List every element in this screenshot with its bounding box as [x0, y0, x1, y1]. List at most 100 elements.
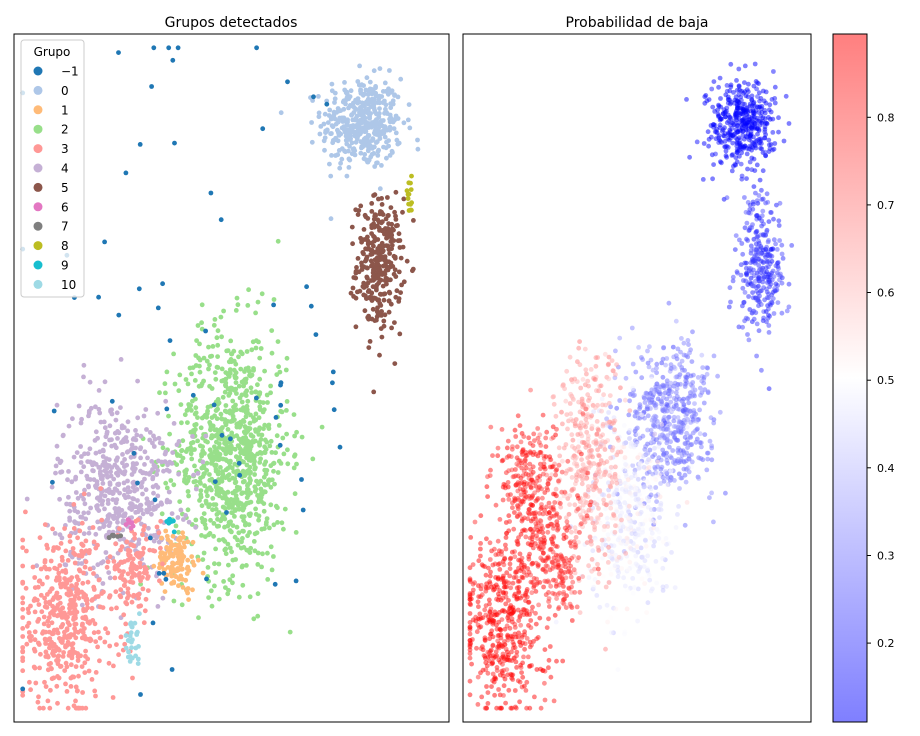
scatter-point-group-6 [42, 522, 48, 527]
scatter-point-prob-2 [686, 400, 692, 406]
scatter-point-group-4 [93, 429, 99, 435]
scatter-point-prob-0 [762, 110, 768, 116]
scatter-point-group-3 [257, 440, 262, 445]
scatter-point-group-3 [176, 388, 182, 394]
scatter-point-group-7 [142, 524, 147, 529]
scatter-point-prob-1 [760, 208, 766, 214]
scatter-point-group-3 [254, 478, 259, 484]
scatter-point-group-4 [151, 444, 157, 449]
scatter-point-group-3 [264, 516, 270, 521]
scatter-point-group-7 [131, 543, 137, 549]
scatter-point-prob-1 [771, 237, 777, 243]
scatter-point-prob-0 [757, 98, 762, 104]
scatter-point-group-6 [82, 626, 87, 631]
scatter-point-group-7 [143, 596, 149, 602]
scatter-point-group-11 [165, 518, 171, 524]
scatter-point-group-3 [224, 348, 230, 354]
scatter-point-group-2 [408, 201, 413, 207]
scatter-point-prob-3 [637, 492, 642, 497]
scatter-point-prob-3 [630, 547, 635, 553]
scatter-point-group-0 [338, 160, 343, 166]
scatter-point-prob-0 [772, 96, 778, 101]
scatter-point-group-4 [102, 506, 107, 512]
scatter-point-prob-2 [683, 479, 689, 485]
scatter-point-group-7 [157, 578, 162, 584]
scatter-point-group-4 [76, 403, 82, 409]
scatter-point-group-0 [377, 106, 382, 111]
scatter-point-group-4 [155, 604, 161, 609]
scatter-point-prob-4 [601, 497, 606, 503]
scatter-point-group-6 [41, 614, 47, 620]
scatter-point-group-0 [349, 112, 354, 118]
scatter-point-prob-0 [723, 148, 729, 154]
scatter-point-prob-1 [775, 260, 781, 265]
scatter-point-group-6 [62, 526, 67, 531]
scatter-point-group-2 [406, 191, 412, 197]
scatter-point-prob-4 [585, 433, 591, 439]
scatter-point-prob-2 [681, 466, 687, 472]
scatter-point-group-6 [63, 681, 68, 687]
scatter-point-group-5 [162, 589, 168, 594]
scatter-point-group-1 [359, 267, 365, 272]
scatter-point-group-4 [162, 451, 168, 457]
scatter-point-prob-3 [631, 516, 637, 521]
scatter-point-group-3 [253, 389, 259, 395]
scatter-point-prob-1 [742, 290, 748, 295]
scatter-point-group-4 [139, 484, 144, 490]
scatter-point-group-3 [212, 444, 217, 450]
scatter-point-prob-3 [628, 485, 634, 491]
scatter-point-group-1 [389, 246, 394, 252]
scatter-point-prob-0 [756, 81, 761, 86]
scatter-point-prob-3 [601, 492, 607, 498]
scatter-point-prob-4 [606, 376, 612, 382]
scatter-point-prob-4 [587, 534, 593, 540]
scatter-point-group-0 [391, 126, 397, 131]
scatter-point-group-3 [218, 314, 224, 320]
scatter-point-group-6 [71, 502, 77, 507]
scatter-point-group-6 [35, 699, 41, 705]
scatter-point-group-4 [157, 440, 163, 446]
scatter-point-group-4 [102, 442, 108, 447]
scatter-point-group-0 [398, 76, 404, 82]
scatter-point-group-1 [401, 196, 407, 202]
scatter-point-prob-3 [611, 492, 617, 498]
scatter-point-group-4 [181, 517, 186, 522]
scatter-point-group-3 [207, 362, 212, 368]
scatter-point-group-3 [193, 517, 199, 523]
scatter-point-group-7 [107, 554, 113, 560]
scatter-point-group-6 [23, 585, 29, 591]
scatter-point-group-6 [96, 629, 101, 635]
scatter-point-group-6 [44, 566, 49, 572]
scatter-point-prob-3 [642, 581, 647, 586]
scatter-point-group-0 [352, 152, 358, 158]
scatter-point-prob-2 [630, 361, 636, 367]
scatter-point-prob-1 [738, 272, 744, 278]
scatter-point-group-4 [135, 378, 141, 384]
scatter-point-prob-3 [594, 593, 600, 598]
scatter-point-group-3 [207, 472, 212, 477]
scatter-point-group-0 [363, 136, 368, 142]
scatter-point-prob-4 [551, 401, 557, 407]
scatter-point-group-5 [190, 539, 196, 545]
scatter-point-group-3 [208, 588, 214, 594]
scatter-point-group-4 [74, 450, 80, 455]
scatter-point-prob-3 [676, 504, 681, 509]
scatter-point-group-0 [361, 156, 367, 162]
scatter-point-prob-1 [771, 311, 777, 316]
scatter-point-prob-3 [607, 554, 613, 559]
scatter-point-group-6 [93, 545, 99, 551]
scatter-point-group-12 [96, 294, 101, 300]
scatter-point-group-4 [159, 501, 165, 507]
scatter-point-group-0 [372, 107, 377, 113]
scatter-point-prob-4 [589, 568, 595, 574]
scatter-point-group-4 [87, 446, 93, 452]
scatter-point-group-6 [72, 626, 77, 631]
scatter-point-prob-1 [724, 195, 730, 201]
scatter-point-prob-1 [765, 249, 771, 255]
scatter-point-prob-3 [628, 523, 634, 529]
scatter-point-group-0 [359, 129, 365, 135]
scatter-point-group-3 [269, 450, 275, 455]
scatter-point-prob-4 [594, 515, 600, 521]
scatter-point-prob-0 [772, 141, 778, 146]
scatter-point-group-6 [93, 594, 99, 600]
